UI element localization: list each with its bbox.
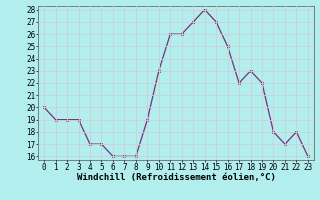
X-axis label: Windchill (Refroidissement éolien,°C): Windchill (Refroidissement éolien,°C) bbox=[76, 173, 276, 182]
